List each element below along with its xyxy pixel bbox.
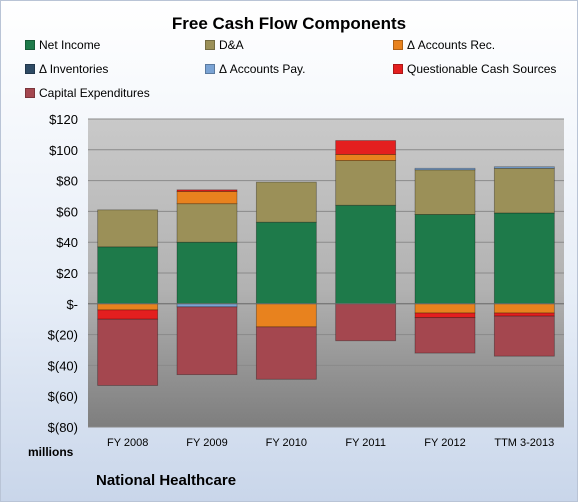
bar-questionable-cash-sources-fy-2011 xyxy=(335,140,397,155)
bar-accounts-rec-fy-2012 xyxy=(414,303,476,314)
y-tick-label: $- xyxy=(66,297,78,312)
bar-questionable-cash-sources-fy-2012 xyxy=(414,312,476,319)
bar-questionable-cash-sources-ttm-3-2013 xyxy=(493,312,555,317)
bar-accounts-rec-fy-2009 xyxy=(176,190,238,205)
legend-label: Net Income xyxy=(39,38,101,52)
legend-swatch xyxy=(393,40,403,50)
bar-capital-expenditures-fy-2009 xyxy=(176,306,238,376)
legend-item-capital-expenditures: Capital Expenditures xyxy=(25,86,150,100)
bar-accounts-rec-fy-2008 xyxy=(97,303,159,311)
legend-item-accounts-rec: Δ Accounts Rec. xyxy=(393,38,495,52)
bar-accounts-rec-ttm-3-2013 xyxy=(493,303,555,314)
company-name: National Healthcare xyxy=(96,472,237,489)
legend-label: Questionable Cash Sources xyxy=(407,62,557,76)
legend-item-questionable-cash-sources: Questionable Cash Sources xyxy=(393,62,556,76)
legend-label: Δ Inventories xyxy=(39,62,109,76)
bar-accounts-pay-fy-2012 xyxy=(414,167,476,171)
legend-item-accounts-pay: Δ Accounts Pay. xyxy=(205,62,306,76)
bar-capital-expenditures-ttm-3-2013 xyxy=(493,315,555,357)
bar-capital-expenditures-fy-2012 xyxy=(414,317,476,354)
x-tick-label: FY 2011 xyxy=(345,437,386,449)
y-tick-label: $100 xyxy=(49,143,78,158)
y-tick-label: $60 xyxy=(56,204,78,219)
bar-d-a-fy-2010 xyxy=(255,181,317,223)
y-tick-label: $(60) xyxy=(48,389,78,404)
bar-accounts-rec-fy-2010 xyxy=(255,303,317,328)
bar-capital-expenditures-fy-2011 xyxy=(335,303,397,342)
legend-swatch xyxy=(393,64,403,74)
bar-d-a-fy-2012 xyxy=(414,169,476,215)
chart-title: Free Cash Flow Components xyxy=(171,14,407,33)
y-tick-label: $80 xyxy=(56,174,78,189)
x-tick-label: FY 2009 xyxy=(186,437,227,449)
legend-item-d-a: D&A xyxy=(205,38,244,52)
bar-accounts-pay-ttm-3-2013 xyxy=(493,166,555,169)
legend-swatch xyxy=(25,88,35,98)
y-tick-label: $(80) xyxy=(48,420,78,435)
bar-questionable-cash-sources-fy-2008 xyxy=(97,309,159,320)
y-tick-label: $120 xyxy=(49,112,78,127)
bar-net-income-ttm-3-2013 xyxy=(493,212,555,305)
bar-capital-expenditures-fy-2008 xyxy=(97,318,159,386)
x-tick-label: FY 2012 xyxy=(424,437,465,449)
bar-net-income-fy-2009 xyxy=(176,241,238,305)
bar-accounts-rec-fy-2011 xyxy=(335,154,397,161)
y-tick-label: $40 xyxy=(56,235,78,250)
bar-d-a-ttm-3-2013 xyxy=(493,167,555,214)
x-tick-label: FY 2010 xyxy=(266,437,307,449)
bar-net-income-fy-2011 xyxy=(335,204,397,305)
legend-swatch xyxy=(205,40,215,50)
legend-label: Δ Accounts Rec. xyxy=(407,38,496,52)
legend-item-net-income: Net Income xyxy=(25,38,100,52)
legend-item-inventories: Δ Inventories xyxy=(25,62,108,76)
y-tick-label: $(40) xyxy=(48,358,78,373)
bar-net-income-fy-2010 xyxy=(255,221,317,305)
bar-d-a-fy-2008 xyxy=(97,209,159,248)
x-tick-label: FY 2008 xyxy=(107,437,148,449)
y-tick-label: $(20) xyxy=(48,328,78,343)
bar-net-income-fy-2012 xyxy=(414,214,476,305)
bar-questionable-cash-sources-fy-2009 xyxy=(176,189,238,192)
y-tick-label: $20 xyxy=(56,266,78,281)
legend-label: D&A xyxy=(219,38,244,52)
x-tick-label: TTM 3-2013 xyxy=(494,437,554,449)
legend-label: Capital Expenditures xyxy=(39,86,150,100)
units-label: millions xyxy=(28,445,74,459)
legend-label: Δ Accounts Pay. xyxy=(219,62,306,76)
bar-d-a-fy-2009 xyxy=(176,203,238,243)
bar-net-income-fy-2008 xyxy=(97,246,159,305)
legend-swatch xyxy=(25,64,35,74)
legend-swatch xyxy=(205,64,215,74)
legend-swatch xyxy=(25,40,35,50)
bar-capital-expenditures-fy-2010 xyxy=(255,326,317,380)
bar-d-a-fy-2011 xyxy=(335,160,397,206)
